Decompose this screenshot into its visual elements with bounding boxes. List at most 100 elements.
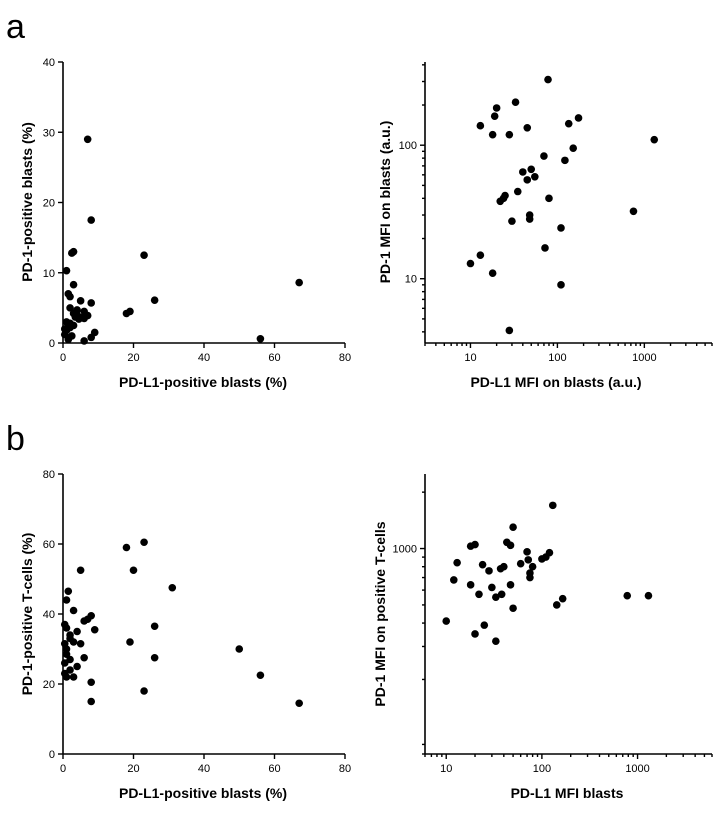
data-point <box>69 673 78 681</box>
data-point <box>492 637 500 646</box>
data-point <box>485 567 493 575</box>
data-point <box>490 112 499 120</box>
data-point <box>644 591 653 600</box>
data-point <box>87 678 95 687</box>
data-point <box>545 548 554 557</box>
data-point <box>629 207 638 216</box>
data-point <box>69 638 78 646</box>
data-point <box>506 581 515 589</box>
x-tick-label: 80 <box>339 763 351 775</box>
data-point <box>62 596 71 604</box>
data-point <box>492 593 500 601</box>
data-point <box>83 615 92 624</box>
data-point <box>466 581 475 589</box>
y-tick-label: 40 <box>43 609 55 621</box>
data-point <box>76 297 85 305</box>
data-point <box>528 562 537 571</box>
panel-label-b: b <box>6 420 25 458</box>
data-point <box>69 606 78 615</box>
data-point <box>480 621 489 629</box>
y-tick-label: 80 <box>43 469 55 481</box>
data-point <box>557 281 565 289</box>
y-tick-label: 10 <box>43 268 55 280</box>
data-point <box>168 583 177 592</box>
data-point <box>66 655 74 664</box>
data-point <box>505 130 514 139</box>
data-point <box>509 523 517 531</box>
chart-a-right-xlabel: PD-L1 MFI on blasts (a.u.) <box>470 374 641 390</box>
data-point <box>122 543 131 552</box>
data-point <box>523 124 532 132</box>
data-point <box>506 541 515 550</box>
data-point <box>558 594 567 603</box>
data-point <box>523 548 531 556</box>
data-point <box>442 617 451 625</box>
x-tick-label: 10 <box>440 763 452 775</box>
data-point <box>122 309 131 318</box>
x-tick-label: 40 <box>198 352 210 364</box>
data-point <box>140 251 148 259</box>
y-tick-label: 20 <box>43 679 55 691</box>
data-point <box>295 278 303 287</box>
data-point <box>488 269 497 277</box>
data-point <box>478 560 487 569</box>
data-point <box>90 625 99 634</box>
data-point <box>466 542 475 550</box>
data-point <box>475 590 483 599</box>
data-point <box>453 558 461 567</box>
data-point <box>449 576 458 584</box>
data-point <box>64 335 73 344</box>
x-tick-label: 0 <box>60 763 66 775</box>
data-point <box>488 583 496 592</box>
data-point <box>552 601 561 609</box>
scatter-chart-b-right: PD-L1 MFI blasts PD-1 MFI on positive T-… <box>372 474 713 801</box>
y-tick-label: 0 <box>49 749 55 761</box>
y-tick-label: 30 <box>43 127 55 139</box>
data-point <box>511 98 520 106</box>
data-point <box>519 168 527 176</box>
data-point <box>150 653 159 662</box>
y-tick-label: 0 <box>49 338 55 350</box>
data-point <box>496 197 505 206</box>
data-point <box>524 556 533 564</box>
data-point <box>295 699 303 708</box>
data-point <box>60 669 69 678</box>
data-point <box>531 172 539 181</box>
x-tick-label: 10 <box>464 352 476 364</box>
x-tick-label: 20 <box>127 763 139 775</box>
x-tick-label: 1000 <box>625 763 649 775</box>
data-point <box>471 630 479 638</box>
data-point <box>73 627 81 636</box>
data-point <box>64 290 73 298</box>
data-point <box>83 135 92 144</box>
chart-b-left-ylabel: PD-1-positive T-cells (%) <box>19 533 35 696</box>
data-point <box>488 130 497 139</box>
data-point <box>129 566 138 575</box>
x-tick-label: 100 <box>533 763 551 775</box>
x-tick-label: 20 <box>127 352 139 364</box>
data-point <box>492 104 501 112</box>
data-point <box>564 119 573 128</box>
x-tick-label: 0 <box>60 352 66 364</box>
data-point <box>235 645 244 653</box>
data-point <box>548 501 557 510</box>
y-tick-label: 10 <box>405 274 417 286</box>
chart-b-left-xlabel: PD-L1-positive blasts (%) <box>119 785 287 801</box>
data-point <box>509 604 517 613</box>
data-point <box>73 662 81 671</box>
chart-a-left-xlabel: PD-L1-positive blasts (%) <box>119 374 287 390</box>
data-point <box>87 299 95 307</box>
data-point <box>66 304 74 312</box>
data-point <box>476 121 485 130</box>
data-point <box>538 555 546 563</box>
scatter-chart-a-right: PD-L1 MFI on blasts (a.u.) PD-1 MFI on b… <box>377 62 713 390</box>
data-point <box>623 591 632 600</box>
data-point <box>69 321 78 330</box>
data-point <box>513 187 522 196</box>
data-point <box>62 266 71 275</box>
data-point <box>527 165 536 174</box>
data-point <box>80 653 88 662</box>
data-point <box>466 259 475 268</box>
data-point <box>544 75 552 84</box>
